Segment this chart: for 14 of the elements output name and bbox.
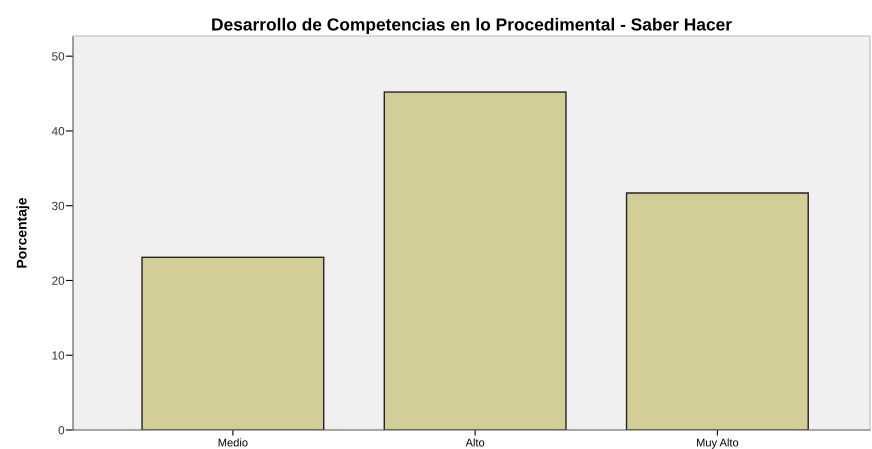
y-tick-label: 30 — [52, 202, 64, 210]
y-axis-title: Porcentaje — [16, 198, 30, 268]
y-tick-label: 0 — [58, 426, 64, 434]
y-tick-label: 20 — [52, 276, 64, 285]
bar — [626, 192, 809, 430]
y-tick-label: 40 — [52, 126, 64, 136]
chart-title: Desarrollo de Competencias en lo Procedimental - Saber Hacer — [212, 18, 732, 34]
bar — [141, 256, 324, 430]
y-tick-label: 10 — [52, 351, 64, 360]
x-tick-label: Medio — [218, 438, 248, 446]
x-tick-label: Alto — [466, 438, 484, 446]
y-tick-label: 50 — [52, 52, 64, 61]
x-tick-label: Muy Alto — [696, 438, 738, 449]
bar — [384, 91, 567, 430]
